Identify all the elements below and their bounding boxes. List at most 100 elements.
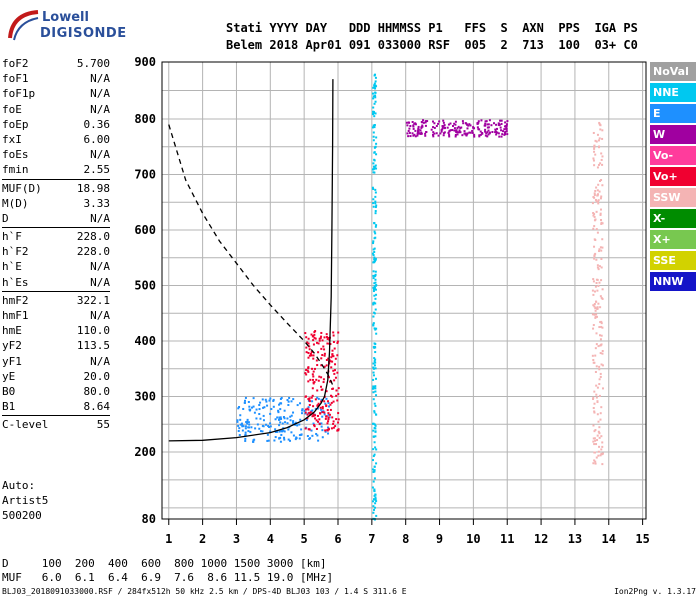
echo-point bbox=[373, 258, 376, 261]
x-tick-label: 3 bbox=[233, 532, 240, 546]
echo-point bbox=[299, 418, 302, 421]
echo-point bbox=[597, 202, 600, 205]
echo-point bbox=[314, 337, 317, 340]
echo-point bbox=[242, 407, 245, 410]
auto-label: Auto: bbox=[2, 479, 36, 492]
echo-point bbox=[593, 213, 596, 216]
echo-point bbox=[503, 125, 506, 128]
echo-point bbox=[594, 316, 597, 319]
echo-point bbox=[320, 335, 323, 338]
echo-point bbox=[251, 406, 254, 409]
echo-point bbox=[595, 384, 598, 387]
echo-point bbox=[374, 367, 377, 370]
echo-point bbox=[596, 166, 599, 169]
echo-point bbox=[463, 132, 466, 135]
legend-item: X- bbox=[650, 209, 696, 228]
echo-point bbox=[593, 305, 596, 308]
echo-point bbox=[599, 295, 602, 298]
echo-point bbox=[492, 122, 495, 125]
echo-point bbox=[266, 404, 269, 407]
echo-point bbox=[600, 222, 603, 225]
echo-point bbox=[595, 456, 598, 459]
echo-point bbox=[593, 430, 596, 433]
echo-point bbox=[601, 163, 604, 166]
echo-point bbox=[373, 490, 376, 493]
echo-point bbox=[280, 429, 283, 432]
echo-point bbox=[593, 193, 596, 196]
echo-point bbox=[486, 123, 489, 126]
echo-point bbox=[309, 411, 312, 414]
echo-point bbox=[374, 80, 377, 83]
echo-point bbox=[600, 325, 603, 328]
echo-point bbox=[331, 395, 334, 398]
echo-point bbox=[600, 249, 603, 252]
echo-point bbox=[408, 127, 411, 130]
echo-point bbox=[600, 334, 603, 337]
echo-point bbox=[597, 139, 600, 142]
echo-point bbox=[593, 361, 596, 364]
echo-point bbox=[373, 237, 376, 240]
echo-point bbox=[422, 121, 425, 124]
param-label: foF1p bbox=[2, 87, 36, 101]
echo-point bbox=[281, 422, 284, 425]
echo-point bbox=[259, 430, 262, 433]
echo-point bbox=[594, 153, 597, 156]
echo-point bbox=[374, 87, 377, 90]
echo-point bbox=[374, 435, 377, 438]
echo-point bbox=[327, 413, 330, 416]
echo-point bbox=[598, 265, 601, 268]
param-row: foF1 N/A bbox=[2, 71, 110, 86]
echo-point bbox=[286, 399, 289, 402]
echo-point bbox=[596, 194, 599, 197]
echo-point bbox=[414, 123, 417, 126]
echo-point bbox=[280, 433, 283, 436]
echo-point bbox=[371, 486, 374, 489]
echo-point bbox=[592, 398, 595, 401]
param-label: C-level bbox=[2, 418, 49, 432]
echo-point bbox=[331, 416, 334, 419]
echo-point bbox=[321, 339, 324, 342]
echo-point bbox=[594, 315, 597, 318]
x-tick-label: 9 bbox=[436, 532, 443, 546]
echo-point bbox=[306, 435, 309, 438]
echo-point bbox=[244, 396, 247, 399]
echo-point bbox=[337, 412, 340, 415]
y-tick-label: 900 bbox=[134, 55, 156, 69]
echo-point bbox=[598, 378, 601, 381]
echo-point bbox=[300, 412, 303, 415]
echo-point bbox=[325, 364, 328, 367]
echo-point bbox=[595, 313, 598, 316]
echo-point bbox=[246, 422, 249, 425]
echo-point bbox=[594, 439, 597, 442]
echo-point bbox=[375, 448, 378, 451]
echo-point bbox=[484, 128, 487, 131]
echo-point bbox=[372, 288, 375, 291]
param-label: hmF2 bbox=[2, 293, 29, 307]
echo-point bbox=[312, 381, 315, 384]
echo-point bbox=[320, 331, 323, 334]
echo-point bbox=[411, 132, 414, 135]
param-value: 80.0 bbox=[83, 384, 111, 398]
param-value: N/A bbox=[90, 72, 110, 86]
echo-point bbox=[327, 412, 330, 415]
echo-point bbox=[332, 387, 335, 390]
echo-point bbox=[337, 428, 340, 431]
echo-point bbox=[592, 407, 595, 410]
echo-point bbox=[332, 420, 335, 423]
echo-point bbox=[372, 303, 375, 306]
param-row: C-level 55 bbox=[2, 417, 110, 432]
echo-point bbox=[262, 419, 265, 422]
echo-point bbox=[312, 357, 315, 360]
echo-point bbox=[309, 352, 312, 355]
echo-point bbox=[374, 346, 377, 349]
echo-point bbox=[307, 367, 310, 370]
param-row: foF1p N/A bbox=[2, 86, 110, 101]
echo-point bbox=[276, 416, 279, 419]
echo-point bbox=[426, 120, 429, 123]
echo-point bbox=[599, 412, 602, 415]
echo-point bbox=[593, 145, 596, 148]
echo-point bbox=[484, 122, 487, 125]
echo-point bbox=[278, 430, 281, 433]
echo-point bbox=[372, 366, 375, 369]
echo-point bbox=[591, 313, 594, 316]
